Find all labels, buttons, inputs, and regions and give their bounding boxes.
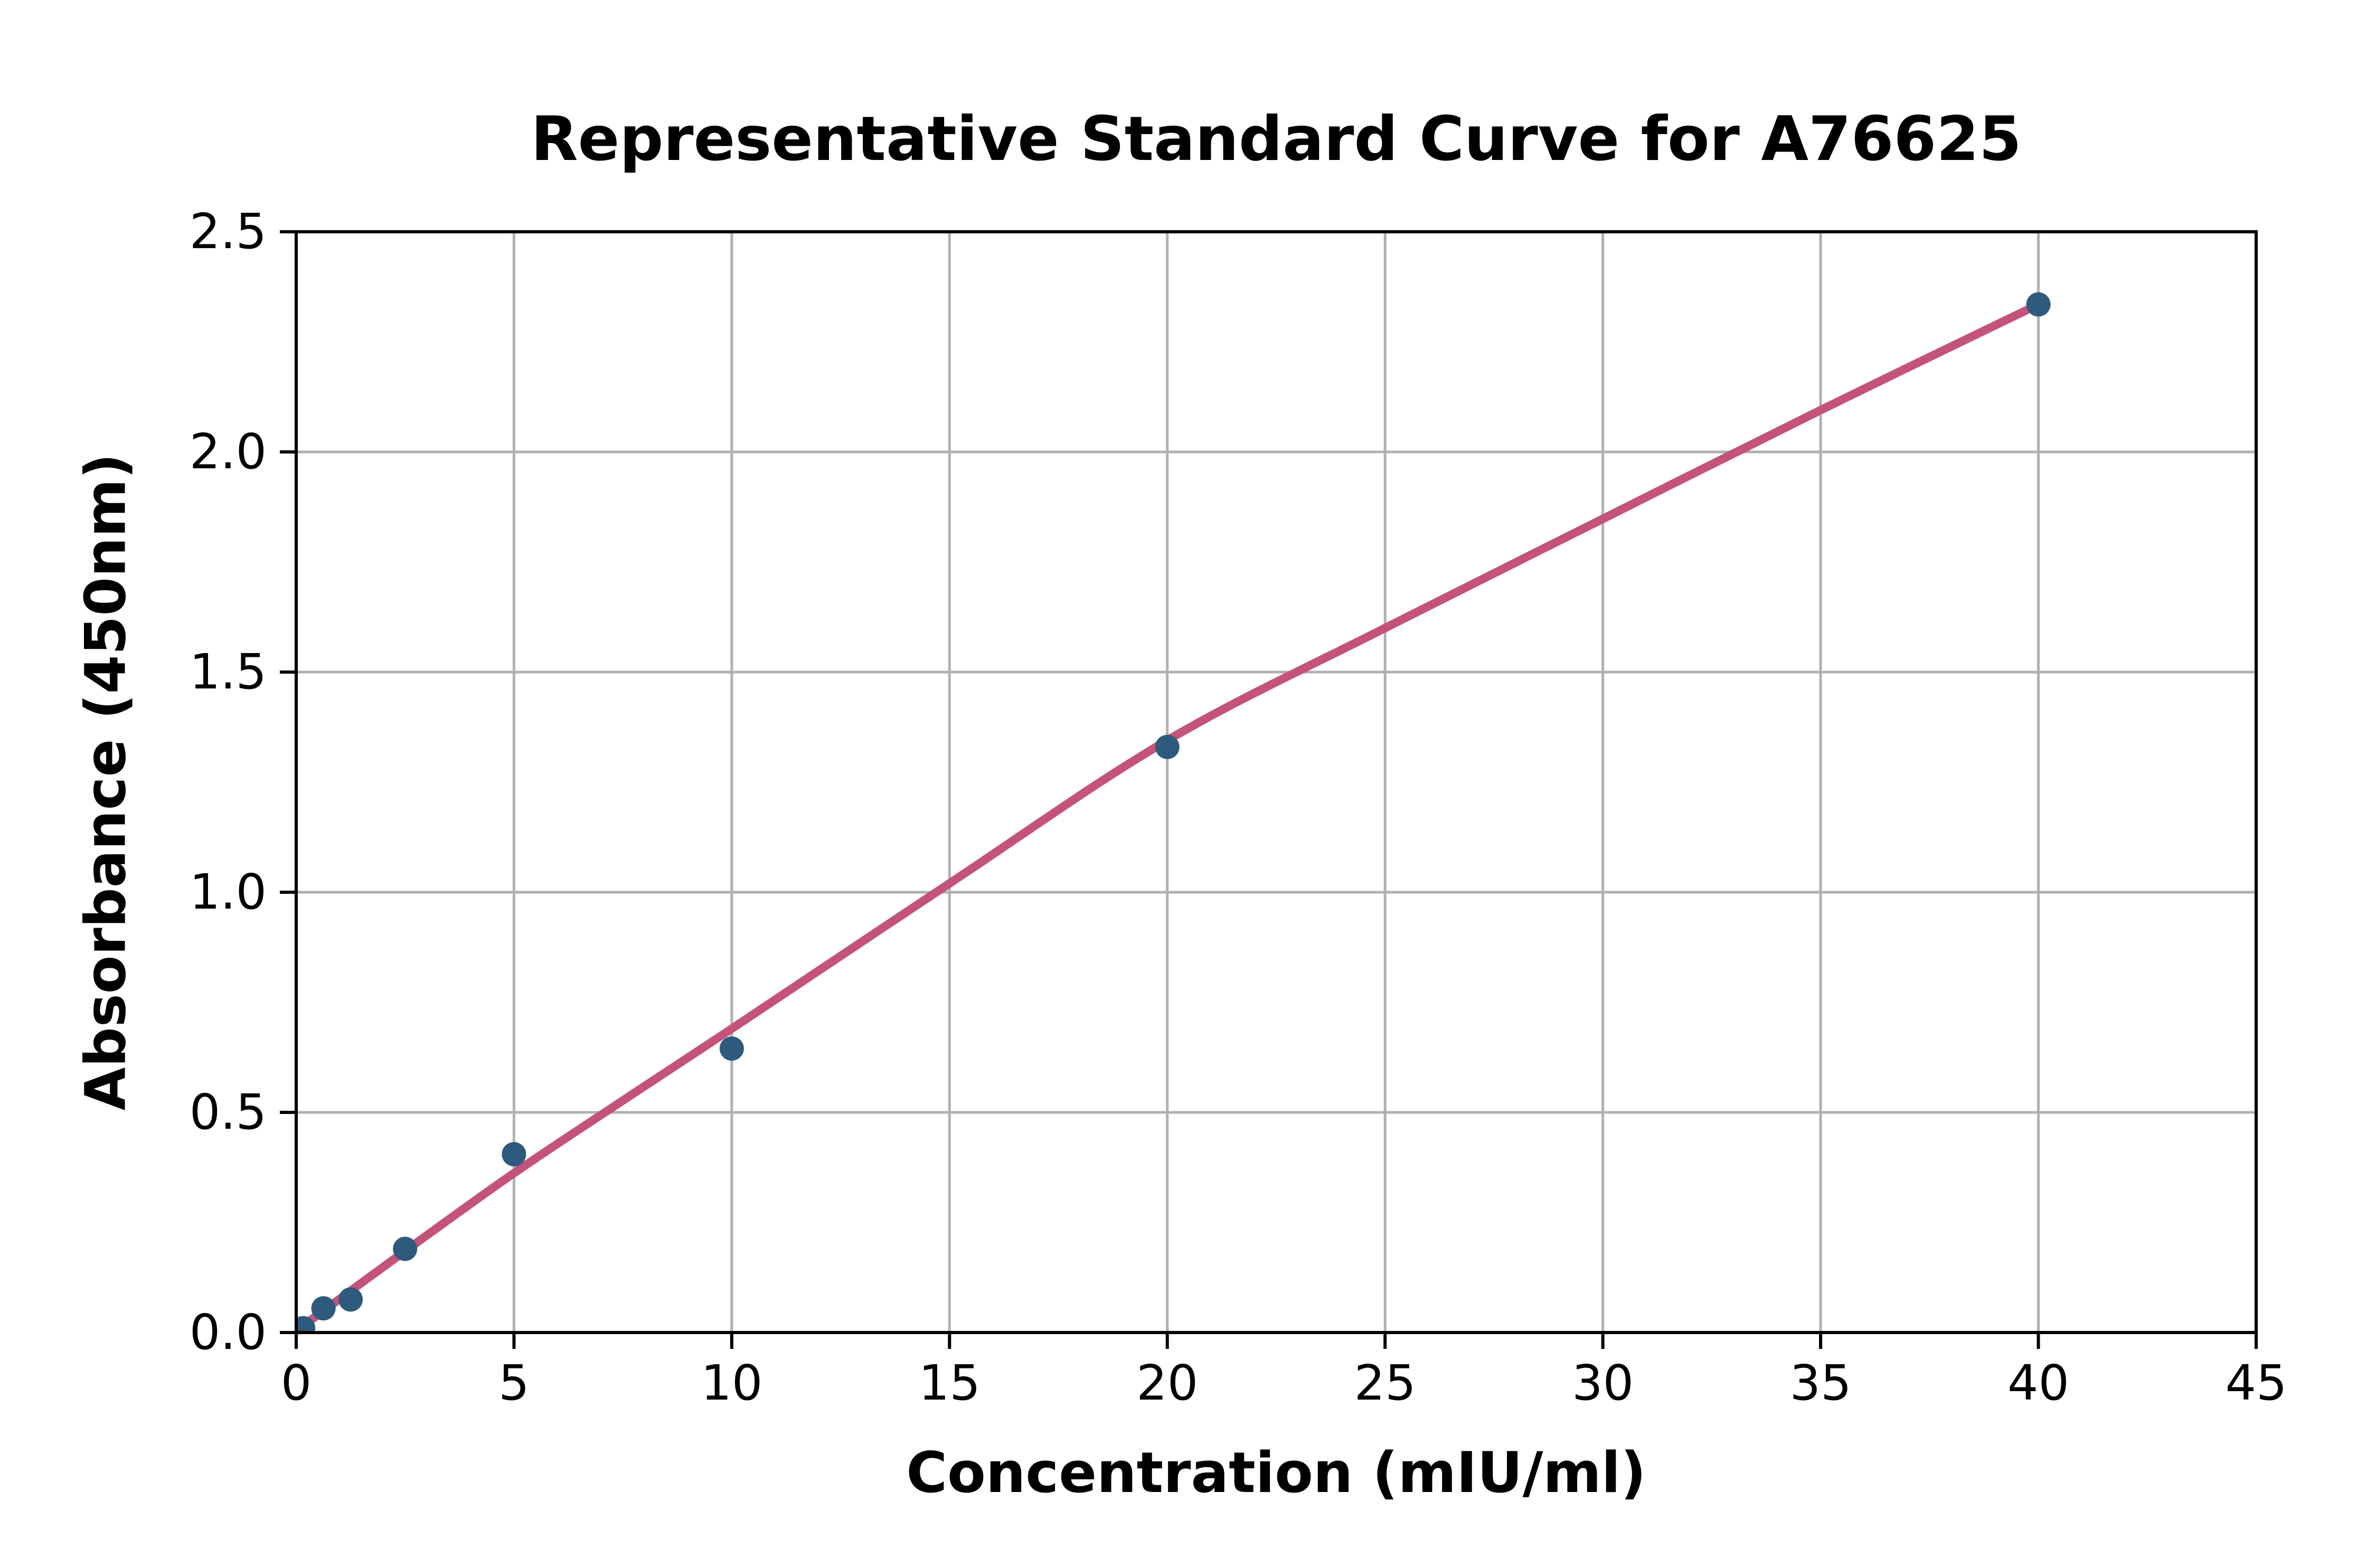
data-point-x0.625	[311, 1296, 336, 1321]
y-tick-label-1.0: 1.0	[189, 864, 267, 920]
y-tick-label-2.0: 2.0	[189, 423, 267, 480]
data-point-x40	[2026, 292, 2051, 317]
x-tick-label-10: 10	[701, 1355, 763, 1411]
x-tick-label-20: 20	[1136, 1355, 1199, 1411]
data-point-x20	[1155, 734, 1180, 759]
x-tick-label-45: 45	[2225, 1355, 2287, 1411]
y-tick-label-1.5: 1.5	[189, 644, 267, 700]
x-tick-label-15: 15	[918, 1355, 980, 1411]
chart-title: Representative Standard Curve for A76625	[531, 103, 2022, 175]
data-point-x10	[719, 1036, 744, 1061]
x-tick-label-30: 30	[1572, 1355, 1634, 1411]
data-point-x5	[502, 1142, 526, 1167]
plot-grid	[295, 230, 2258, 1334]
data-layer	[296, 292, 2051, 1333]
y-tick-label-2.5: 2.5	[189, 203, 267, 260]
x-tick-label-25: 25	[1354, 1355, 1416, 1411]
x-axis-label: Concentration (mIU/ml)	[906, 1440, 1646, 1505]
data-point-x2.5	[393, 1236, 418, 1261]
tick-marks	[280, 230, 2258, 1349]
x-tick-label-0: 0	[280, 1355, 312, 1411]
y-tick-label-0.5: 0.5	[189, 1084, 267, 1140]
standard-curve-line	[296, 300, 2043, 1333]
data-point-x0.16	[296, 1316, 316, 1333]
plot-spines	[295, 230, 2258, 1334]
data-point-x1.25	[338, 1287, 363, 1312]
x-tick-label-5: 5	[498, 1355, 530, 1411]
x-tick-label-35: 35	[1789, 1355, 1852, 1411]
x-tick-label-40: 40	[2007, 1355, 2070, 1411]
y-tick-label-0.0: 0.0	[189, 1304, 267, 1361]
